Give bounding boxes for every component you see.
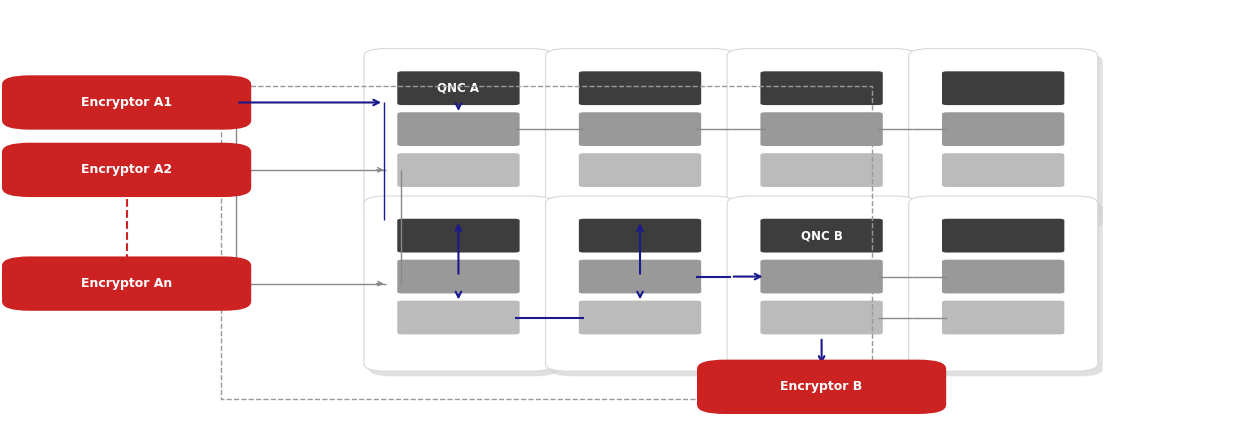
Text: Encryptor A1: Encryptor A1 xyxy=(82,96,172,109)
FancyBboxPatch shape xyxy=(579,301,702,335)
Text: Encryptor An: Encryptor An xyxy=(82,277,172,290)
FancyBboxPatch shape xyxy=(579,112,702,146)
FancyBboxPatch shape xyxy=(761,301,882,335)
FancyBboxPatch shape xyxy=(697,360,946,414)
FancyBboxPatch shape xyxy=(398,71,520,105)
FancyBboxPatch shape xyxy=(761,71,882,105)
FancyBboxPatch shape xyxy=(579,71,702,105)
FancyBboxPatch shape xyxy=(364,49,553,224)
FancyBboxPatch shape xyxy=(727,49,916,224)
FancyBboxPatch shape xyxy=(909,196,1098,371)
Text: QNC A: QNC A xyxy=(438,82,479,95)
FancyBboxPatch shape xyxy=(761,112,882,146)
FancyBboxPatch shape xyxy=(398,153,520,187)
FancyBboxPatch shape xyxy=(364,196,553,371)
FancyBboxPatch shape xyxy=(398,259,520,293)
FancyBboxPatch shape xyxy=(732,201,921,376)
FancyBboxPatch shape xyxy=(914,53,1103,229)
FancyBboxPatch shape xyxy=(551,201,739,376)
FancyBboxPatch shape xyxy=(914,201,1103,376)
FancyBboxPatch shape xyxy=(943,301,1064,335)
FancyBboxPatch shape xyxy=(732,53,921,229)
Text: QNC B: QNC B xyxy=(801,229,842,242)
FancyBboxPatch shape xyxy=(943,219,1064,253)
FancyBboxPatch shape xyxy=(909,49,1098,224)
FancyBboxPatch shape xyxy=(551,53,739,229)
FancyBboxPatch shape xyxy=(398,112,520,146)
Text: Encryptor A2: Encryptor A2 xyxy=(82,163,172,176)
FancyBboxPatch shape xyxy=(761,153,882,187)
Text: Encryptor B: Encryptor B xyxy=(781,380,862,393)
FancyBboxPatch shape xyxy=(398,219,520,253)
FancyBboxPatch shape xyxy=(727,196,916,371)
FancyBboxPatch shape xyxy=(579,259,702,293)
FancyBboxPatch shape xyxy=(546,49,734,224)
FancyBboxPatch shape xyxy=(761,259,882,293)
FancyBboxPatch shape xyxy=(3,75,251,130)
FancyBboxPatch shape xyxy=(943,259,1064,293)
FancyBboxPatch shape xyxy=(579,153,702,187)
FancyBboxPatch shape xyxy=(3,143,251,197)
FancyBboxPatch shape xyxy=(579,219,702,253)
FancyBboxPatch shape xyxy=(761,219,882,253)
FancyBboxPatch shape xyxy=(943,71,1064,105)
FancyBboxPatch shape xyxy=(546,196,734,371)
FancyBboxPatch shape xyxy=(3,257,251,311)
FancyBboxPatch shape xyxy=(369,201,558,376)
FancyBboxPatch shape xyxy=(369,53,558,229)
FancyBboxPatch shape xyxy=(398,301,520,335)
FancyBboxPatch shape xyxy=(943,153,1064,187)
FancyBboxPatch shape xyxy=(943,112,1064,146)
